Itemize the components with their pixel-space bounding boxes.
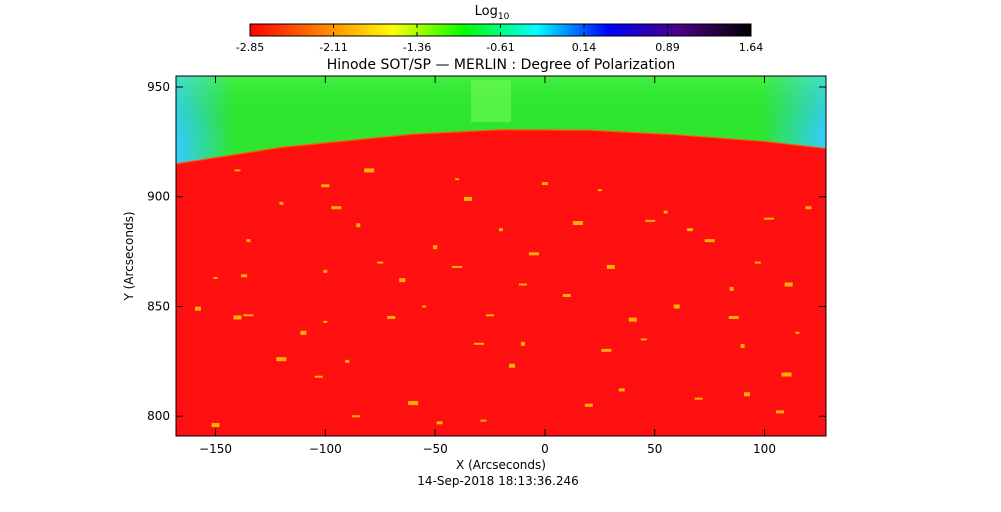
speckle	[775, 410, 784, 414]
speckle	[480, 419, 487, 422]
speckle	[528, 252, 539, 256]
speckle	[601, 348, 612, 352]
speckle	[518, 283, 527, 286]
speckle	[345, 359, 350, 363]
speckle	[508, 363, 515, 368]
colorbar-tick-label: -0.61	[486, 41, 514, 54]
speckle	[754, 261, 761, 264]
speckle	[704, 239, 715, 243]
speckle	[743, 392, 750, 397]
colorbar-label: Log10	[475, 4, 510, 22]
y-tick-label: 850	[147, 299, 170, 313]
speckle	[584, 403, 593, 407]
y-axis: 800 850 900 950	[147, 80, 826, 423]
speckle	[781, 372, 792, 377]
speckle	[763, 217, 774, 220]
x-tick-label: −100	[309, 442, 342, 456]
speckle	[499, 228, 503, 232]
speckle	[377, 261, 384, 264]
y-axis-label: Y (Arcseconds)	[122, 211, 136, 301]
speckle	[254, 437, 264, 439]
colorbar-tick-label: -2.11	[319, 41, 347, 54]
y-tick-label: 800	[147, 409, 170, 423]
speckle	[455, 178, 460, 181]
speckle	[597, 189, 602, 192]
x-axis-label: X (Arcseconds)	[456, 458, 546, 472]
speckle	[640, 338, 647, 341]
speckle	[321, 184, 330, 188]
chart-title: Hinode SOT/SP — MERLIN : Degree of Polar…	[327, 57, 676, 73]
off-limb-patch	[471, 80, 511, 122]
speckle	[663, 210, 668, 214]
speckle	[728, 315, 739, 319]
speckle	[243, 314, 254, 317]
speckle	[805, 206, 812, 210]
timestamp: 14-Sep-2018 18:13:36.246	[417, 474, 579, 488]
speckle	[729, 286, 734, 291]
speckle	[387, 315, 396, 319]
speckle	[233, 315, 242, 320]
plot-frame	[175, 75, 827, 437]
speckle	[323, 269, 328, 273]
colorbar-tick-label: 0.14	[572, 41, 597, 54]
speckle	[422, 305, 427, 308]
speckle	[474, 342, 485, 345]
speckle	[628, 317, 637, 322]
speckle	[246, 239, 251, 243]
speckle	[572, 221, 583, 226]
y-tick-label: 950	[147, 80, 170, 94]
solar-disk-region	[176, 129, 826, 436]
heatmap-image	[176, 76, 826, 439]
speckle	[279, 201, 284, 205]
speckle	[464, 196, 473, 201]
speckle	[433, 245, 438, 250]
speckle	[314, 375, 323, 378]
colorbar-tick-label: -2.85	[236, 41, 264, 54]
solar-limb-edge	[176, 129, 826, 165]
speckle	[241, 274, 248, 278]
speckle	[323, 320, 328, 323]
speckle	[300, 330, 307, 335]
x-tick-label: −50	[422, 442, 447, 456]
speckle	[606, 264, 615, 269]
colorbar: Log10 -2.85 -2.11 -1.36 -0.61 0.14 0.89 1.64	[236, 4, 763, 54]
speckle	[486, 314, 495, 317]
colorbar-tick-label: -1.36	[403, 41, 431, 54]
x-axis: −150 −100 −50 0 50 100	[199, 76, 776, 456]
polarization-speckles	[194, 168, 812, 439]
colorbar-ticks: -2.85 -2.11 -1.36 -0.61 0.14 0.89 1.64	[236, 24, 763, 54]
x-tick-label: 100	[753, 442, 776, 456]
speckle	[194, 306, 201, 311]
colorbar-tick-label: 0.89	[655, 41, 680, 54]
speckle	[356, 223, 361, 228]
speckle	[541, 182, 548, 186]
speckle	[452, 265, 463, 268]
speckle	[436, 421, 443, 425]
speckle	[795, 331, 800, 334]
speckle	[645, 219, 656, 222]
speckle	[673, 304, 680, 309]
speckle	[352, 415, 361, 418]
y-tick-label: 900	[147, 190, 170, 204]
x-tick-label: 0	[541, 442, 549, 456]
speckle	[686, 228, 693, 232]
speckle	[784, 282, 793, 287]
speckle	[408, 401, 419, 406]
speckle	[618, 388, 625, 392]
speckle	[211, 423, 220, 428]
speckle	[234, 169, 241, 172]
speckle	[331, 206, 342, 210]
speckle	[562, 294, 571, 298]
x-tick-label: 50	[647, 442, 662, 456]
speckle	[399, 278, 406, 283]
colorbar-tick-label: 1.64	[739, 41, 764, 54]
speckle	[694, 397, 703, 400]
speckle	[276, 357, 287, 362]
speckle	[740, 344, 745, 348]
speckle	[364, 168, 375, 173]
speckle	[213, 276, 218, 279]
x-tick-label: −150	[199, 442, 232, 456]
speckle	[520, 341, 525, 346]
